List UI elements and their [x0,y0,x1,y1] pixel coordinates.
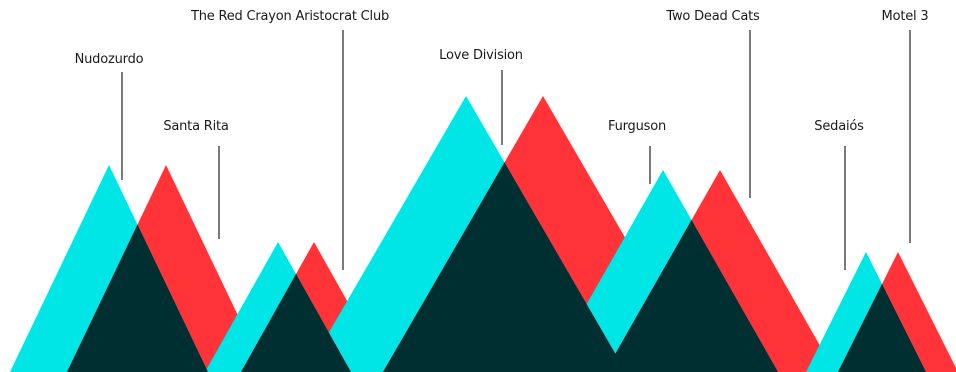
band-label-santa-rita: Santa Rita [163,119,229,134]
peak-overlap-sedaios [838,284,926,372]
band-label-sedaios: Sedaiós [814,119,864,134]
band-label-red-crayon-aristocrat-club: The Red Crayon Aristocrat Club [190,9,390,24]
peak-overlap-nudozurdo [67,224,208,372]
band-label-motel-3: Motel 3 [881,9,929,24]
peak-overlap-love-division [383,162,626,372]
band-label-furguson: Furguson [608,119,666,134]
band-label-love-division: Love Division [439,48,523,63]
band-label-two-dead-cats: Two Dead Cats [666,9,760,24]
peak-overlap-santa-rita [241,274,351,372]
peak-overlap-furguson [605,220,778,372]
band-label-nudozurdo: Nudozurdo [74,52,144,67]
